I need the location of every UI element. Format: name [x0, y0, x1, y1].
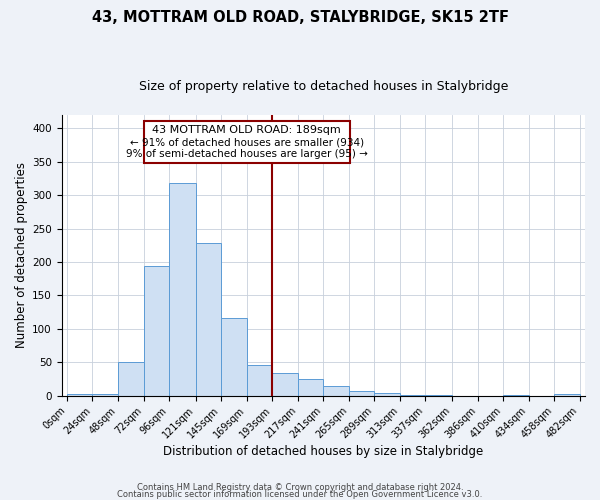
Bar: [247, 365, 272, 396]
Text: 43, MOTTRAM OLD ROAD, STALYBRIDGE, SK15 2TF: 43, MOTTRAM OLD ROAD, STALYBRIDGE, SK15 …: [91, 10, 509, 25]
FancyBboxPatch shape: [143, 121, 350, 163]
Bar: [400, 395, 425, 396]
Bar: [196, 244, 221, 396]
Text: Contains public sector information licensed under the Open Government Licence v3: Contains public sector information licen…: [118, 490, 482, 499]
Text: 43 MOTTRAM OLD ROAD: 189sqm: 43 MOTTRAM OLD ROAD: 189sqm: [152, 126, 341, 136]
Bar: [272, 373, 298, 396]
Text: ← 91% of detached houses are smaller (934): ← 91% of detached houses are smaller (93…: [130, 137, 364, 147]
Bar: [67, 394, 92, 396]
Bar: [221, 318, 247, 396]
Bar: [374, 393, 400, 396]
X-axis label: Distribution of detached houses by size in Stalybridge: Distribution of detached houses by size …: [163, 444, 484, 458]
Bar: [92, 394, 118, 396]
Bar: [503, 395, 529, 396]
Bar: [118, 362, 143, 396]
Text: Contains HM Land Registry data © Crown copyright and database right 2024.: Contains HM Land Registry data © Crown c…: [137, 484, 463, 492]
Bar: [169, 183, 196, 396]
Text: 9% of semi-detached houses are larger (95) →: 9% of semi-detached houses are larger (9…: [126, 149, 368, 159]
Title: Size of property relative to detached houses in Stalybridge: Size of property relative to detached ho…: [139, 80, 508, 93]
Bar: [554, 394, 580, 396]
Bar: [143, 266, 169, 396]
Bar: [323, 386, 349, 396]
Bar: [425, 395, 452, 396]
Bar: [298, 379, 323, 396]
Y-axis label: Number of detached properties: Number of detached properties: [15, 162, 28, 348]
Bar: [349, 391, 374, 396]
